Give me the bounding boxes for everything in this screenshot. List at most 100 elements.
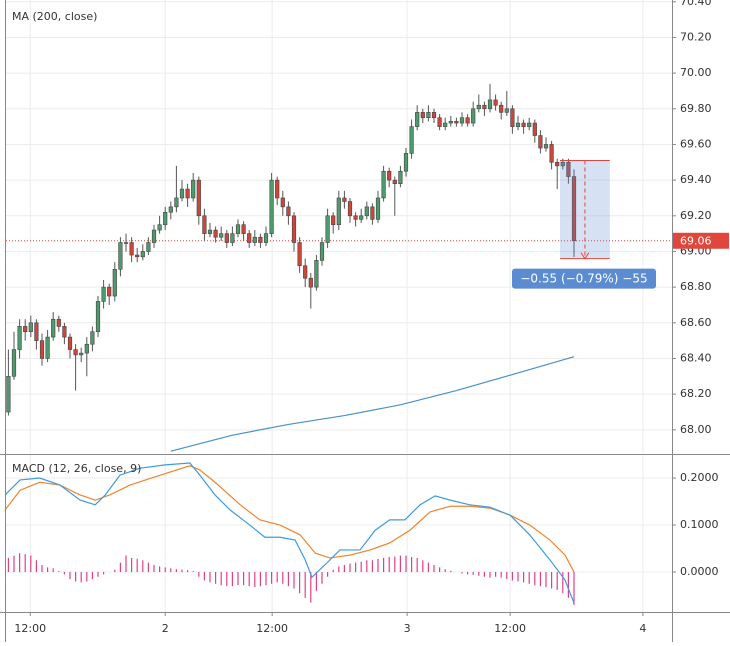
candle-body [191,179,196,199]
candle-body [101,286,106,302]
y-tick-label: 69.40 [680,173,712,186]
measure-label: −0.55 (−0.79%) −55 [520,272,647,286]
y-tick-label: 69.80 [680,102,712,115]
y-tick-label: 68.60 [680,316,712,329]
y-tick-label: 69.20 [680,209,712,222]
candle-body [185,188,190,199]
plot-layer: −0.55 (−0.79%) −55 [4,0,676,616]
measure-label-box [512,268,656,289]
y-tick-label: 69.60 [680,137,712,150]
candle-body [258,236,263,243]
candle-body [560,161,565,167]
y-tick-label: 70.40 [680,0,712,8]
y-tick-label: 68.40 [680,351,712,364]
candle-body [95,301,101,333]
candle-body [163,211,168,226]
candle-body [325,215,330,243]
y-tick-label: 68.00 [680,423,712,436]
candle-body [465,117,470,124]
candle-body [275,179,280,199]
x-tick-label: 3 [404,622,411,635]
candle-body [549,144,554,163]
candle-body [6,376,11,413]
candle-body [504,108,509,113]
candle-body [319,242,325,261]
candle-body [129,242,134,256]
candle-body [308,277,313,288]
x-tick-label: 4 [639,622,646,635]
candle-body [140,251,145,258]
y-tick-label: 68.80 [680,280,712,293]
candle-body [23,326,28,333]
candle-body [123,242,129,244]
moving-average-line [170,356,575,452]
candle-body [84,343,89,354]
candle-body [347,201,353,217]
candle-body [51,318,56,338]
candle-body [431,112,437,119]
candle-body [426,112,431,119]
candle-body [532,122,537,136]
candle-body [235,224,241,234]
candle-body [45,336,50,359]
price-pane-title: MA (200, close) [12,10,97,23]
measure-arrowhead [580,252,590,260]
candle-body [359,215,364,220]
x-tick-label: 2 [162,622,169,635]
candle-body [487,99,493,110]
candle-body [230,233,235,243]
candle-body [151,229,157,243]
candle-body [476,104,481,110]
candle-body [28,322,33,333]
candle-body [135,254,140,258]
candle-body [493,99,498,106]
candle-body [291,215,297,243]
last-price-label: 69.06 [680,234,712,247]
candle-body [67,336,73,350]
x-tick-label: 12:00 [14,622,46,635]
candle-body [459,117,465,124]
y-tick-label: 70.20 [680,30,712,43]
candle-body [79,352,84,356]
candle-body [398,170,403,184]
y-tick-label: 70.00 [680,66,712,79]
macd-pane-title: MACD (12, 26, close, 9) [12,462,141,475]
candle-body [297,242,302,267]
candle-body [303,265,308,279]
candle-body [387,170,392,181]
candle-body [174,197,179,208]
candle-body [252,236,257,243]
candle-body [571,176,577,242]
last-price-tag [673,232,729,249]
y-tick-label: 0.0000 [680,565,719,578]
candle-body [62,326,67,338]
candle-body [34,322,39,341]
candle-body [168,206,173,213]
candle-body [437,117,442,127]
candle-body [392,179,397,184]
candle-body [219,233,224,238]
candle-body [56,318,61,327]
candle-body [415,112,420,127]
y-tick-label: 68.20 [680,387,712,400]
y-tick-label: 0.2000 [680,471,719,484]
candle-body [107,286,112,297]
candle-body [482,104,487,110]
candle-body [263,233,269,243]
candle-body [555,161,560,167]
candle-body [403,153,409,172]
candle-body [515,122,521,127]
candle-body [336,197,341,226]
candle-body [409,126,414,154]
candle-body [112,269,117,297]
x-tick-label: 12:00 [256,622,288,635]
signal-line [4,465,575,573]
candle-body [538,135,543,149]
candle-body [342,197,347,202]
candle-body [90,331,95,345]
candle-body [247,233,252,243]
candle-body [566,161,571,177]
candle-body [224,233,229,243]
